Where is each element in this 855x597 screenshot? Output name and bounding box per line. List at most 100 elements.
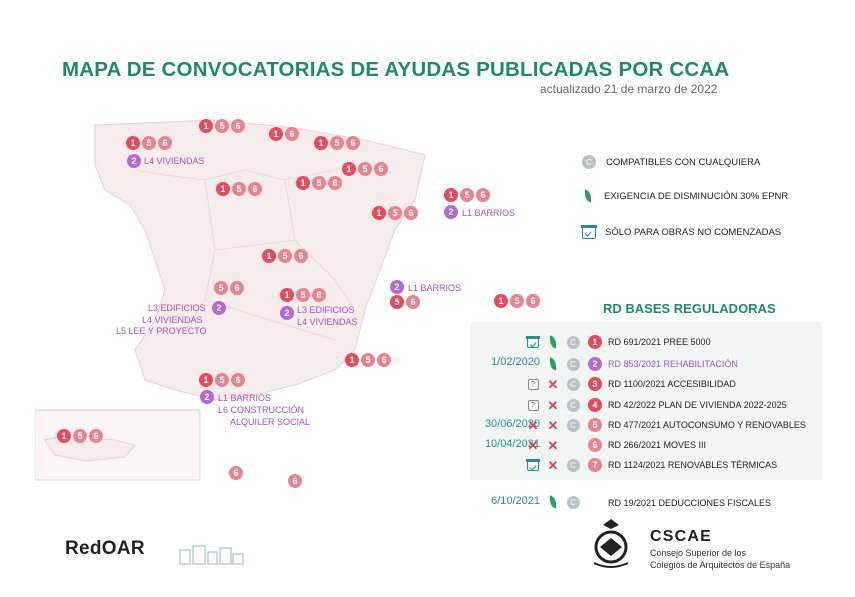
legend-compatible-label: COMPATIBLES CON CUALQUIERA: [606, 156, 761, 168]
badge-6: 6: [294, 249, 308, 263]
rd-extra-text: RD 19/2021 DEDUCCIONES FISCALES: [608, 498, 772, 508]
leaf-crossed-icon: ✕: [547, 397, 559, 413]
label-andalucia-1: L1 BARRIOS: [218, 393, 272, 403]
badge-1: 1: [216, 182, 230, 196]
badge-1: 1: [269, 127, 283, 141]
badge-5: 5: [460, 188, 474, 202]
leaf-crossed-icon: ✕: [547, 376, 559, 392]
label-clm-1: L3 EDIFICIOS: [297, 305, 355, 315]
legend-epnr: EXIGENCIA DE DISMINUCIÓN 30% EPNR: [583, 189, 789, 203]
legend-compatible: C COMPATIBLES CON CUALQUIERA: [582, 155, 760, 169]
badge-6: 6: [374, 162, 388, 176]
badge-6: 6: [377, 353, 391, 367]
redoar-skyline-icon: [179, 545, 244, 565]
calendar-crossed-icon: ✕: [527, 437, 539, 453]
rd-row-1-text: RD 691/2021 PREE 5000: [608, 337, 711, 347]
cscae-logo-name: CSCAE: [650, 528, 713, 545]
badge-1: 1: [57, 429, 71, 443]
badge-5: 5: [142, 136, 156, 150]
badge-2: 2: [212, 301, 226, 315]
leaf-crossed-icon: ✕: [547, 417, 559, 433]
rd-section-title: RD BASES REGULADORAS: [603, 301, 776, 316]
badge-2: 2: [390, 280, 404, 294]
badge-5: 5: [278, 249, 292, 263]
badge-6: 6: [231, 373, 245, 387]
badge-2: 2: [127, 154, 141, 168]
badge-1: 1: [262, 249, 276, 263]
rd-row-5-text: RD 477/2021 AUTOCONSUMO Y RENOVABLES: [608, 420, 806, 430]
badge-6: 6: [230, 281, 244, 295]
legend-no-comenzadas-label: SÓLO PARA OBRAS NO COMENZADAS: [605, 227, 782, 238]
c-icon: C: [566, 458, 580, 472]
badge-1: 1: [126, 136, 140, 150]
cscae-subtitle-2: Colegios de Arquitectos de España: [650, 560, 791, 570]
legend-epnr-label: EXIGENCIA DE DISMINUCIÓN 30% EPNR: [604, 190, 789, 202]
redoar-logo: RedOAR: [65, 538, 145, 559]
rd-extra-date: 6/10/2021: [491, 495, 540, 507]
calendar-check-icon: [581, 225, 597, 239]
badge-1: 1: [314, 136, 328, 150]
badge-1: 1: [342, 162, 356, 176]
badge-6: 6: [404, 206, 418, 220]
rd-badge-5: 5: [588, 418, 602, 432]
rd-row-3-text: RD 1100/2021 ACCESIBILIDAD: [608, 379, 736, 389]
leaf-icon: [546, 335, 560, 349]
badge-5: 5: [312, 176, 326, 190]
c-icon: C: [566, 418, 580, 432]
badge-5: 5: [296, 288, 310, 302]
badge-1: 1: [280, 288, 294, 302]
badge-5: 5: [73, 429, 87, 443]
c-icon: C: [566, 377, 580, 391]
rd-badge-2: 2: [588, 357, 602, 371]
badge-6: 6: [312, 288, 326, 302]
badge-6: 6: [526, 294, 540, 308]
badge-5: 5: [214, 281, 228, 295]
legend-no-comenzadas: SÓLO PARA OBRAS NO COMENZADAS: [581, 225, 782, 239]
rd-row-2-date: 1/02/2020: [491, 356, 540, 368]
badge-6: 6: [476, 188, 490, 202]
badge-5: 5: [215, 119, 229, 133]
label-extremadura-1: L3 EDIFICIOS: [148, 303, 206, 313]
badge-1: 1: [199, 119, 213, 133]
badge-2: 2: [444, 205, 458, 219]
badge-5: 5: [232, 182, 246, 196]
c-icon: C: [566, 357, 580, 371]
region-border: [204, 299, 336, 341]
badge-6: 6: [89, 429, 103, 443]
badge-5: 5: [358, 162, 372, 176]
rd-badge-4: 4: [588, 398, 602, 412]
badge-5: 5: [390, 295, 404, 309]
rd-badge-1: 1: [588, 335, 602, 349]
rd-row-5-date: 30/06/2020: [484, 418, 540, 430]
region-border: [184, 179, 216, 331]
badge-5: 5: [388, 206, 402, 220]
cscae-subtitle-1: Consejo Superior de los: [650, 548, 747, 558]
badge-ceuta-6: 6: [229, 466, 243, 480]
label-extremadura-3: L5 LEE Y PROYECTO: [116, 326, 207, 336]
leaf-crossed-icon: ✕: [547, 457, 559, 473]
calendar-crossed-icon: ✕: [527, 417, 539, 433]
region-border: [214, 239, 296, 251]
badge-6: 6: [231, 119, 245, 133]
leaf-icon: [546, 495, 560, 509]
badge-5: 5: [330, 136, 344, 150]
badge-5: 5: [215, 373, 229, 387]
rd-row-4-text: RD 42/2022 PLAN DE VIVIENDA 2022-2025: [608, 400, 787, 410]
leaf-crossed-icon: ✕: [547, 437, 559, 453]
cscae-crest-icon: [593, 519, 629, 568]
label-extremadura-2: L4 VIVIENDAS: [142, 315, 203, 325]
calendar-check-icon: [526, 458, 540, 472]
label-andalucia-3: ALQUILER SOCIAL: [230, 417, 311, 427]
